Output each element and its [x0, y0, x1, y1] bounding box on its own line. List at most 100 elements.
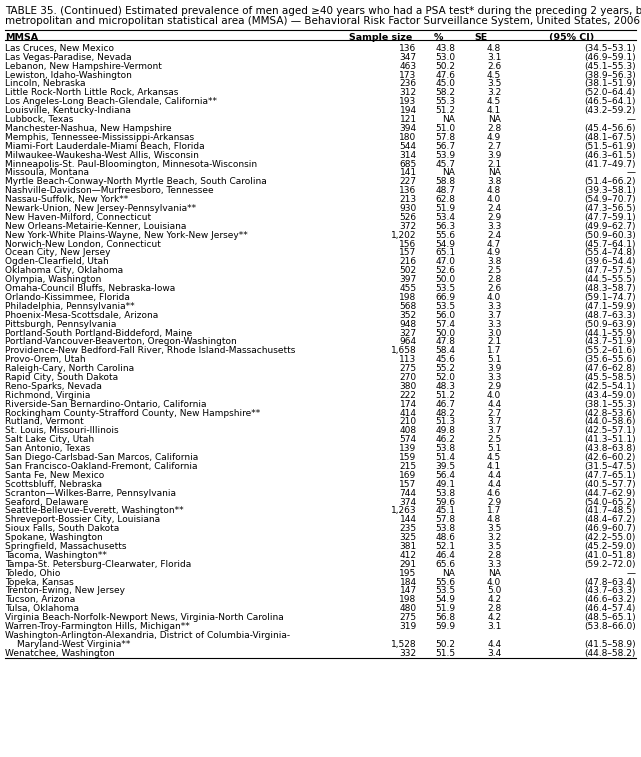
Text: 5.1: 5.1 — [487, 355, 501, 364]
Text: 964: 964 — [399, 338, 417, 347]
Text: Ogden-Clearfield, Utah: Ogden-Clearfield, Utah — [5, 257, 109, 266]
Text: 53.5: 53.5 — [435, 302, 455, 311]
Text: 156: 156 — [399, 239, 417, 248]
Text: 327: 327 — [399, 329, 417, 338]
Text: (39.6–54.4): (39.6–54.4) — [585, 257, 636, 266]
Text: Washington-Arlington-Alexandria, District of Columbia-Virginia-: Washington-Arlington-Alexandria, Distric… — [5, 631, 290, 640]
Text: 380: 380 — [399, 382, 417, 391]
Text: 57.8: 57.8 — [435, 516, 455, 525]
Text: 43.8: 43.8 — [435, 44, 455, 53]
Text: 48.2: 48.2 — [435, 409, 455, 418]
Text: Santa Fe, New Mexico: Santa Fe, New Mexico — [5, 471, 104, 480]
Text: 51.2: 51.2 — [435, 106, 455, 115]
Text: (55.2–61.6): (55.2–61.6) — [584, 347, 636, 355]
Text: 352: 352 — [399, 311, 417, 319]
Text: 49.1: 49.1 — [435, 480, 455, 489]
Text: 3.8: 3.8 — [487, 177, 501, 186]
Text: 139: 139 — [399, 444, 417, 453]
Text: (53.8–66.0): (53.8–66.0) — [584, 622, 636, 631]
Text: 53.9: 53.9 — [435, 151, 455, 160]
Text: (45.4–56.6): (45.4–56.6) — [585, 124, 636, 133]
Text: 397: 397 — [399, 276, 417, 284]
Text: 222: 222 — [400, 391, 417, 400]
Text: Norwich-New London, Connecticut: Norwich-New London, Connecticut — [5, 239, 161, 248]
Text: 136: 136 — [399, 44, 417, 53]
Text: (43.7–51.9): (43.7–51.9) — [584, 338, 636, 347]
Text: 47.8: 47.8 — [435, 338, 455, 347]
Text: (41.7–49.7): (41.7–49.7) — [585, 160, 636, 169]
Text: 291: 291 — [399, 560, 417, 569]
Text: NA: NA — [488, 115, 501, 124]
Text: (51.4–66.2): (51.4–66.2) — [585, 177, 636, 186]
Text: (44.7–62.9): (44.7–62.9) — [585, 489, 636, 497]
Text: Topeka, Kansas: Topeka, Kansas — [5, 578, 74, 587]
Text: 56.4: 56.4 — [435, 471, 455, 480]
Text: Warren-Troy-Farmington Hills, Michigan**: Warren-Troy-Farmington Hills, Michigan** — [5, 622, 190, 631]
Text: 3.3: 3.3 — [487, 373, 501, 382]
Text: Seattle-Bellevue-Everett, Washington**: Seattle-Bellevue-Everett, Washington** — [5, 506, 184, 516]
Text: (39.3–58.1): (39.3–58.1) — [584, 186, 636, 195]
Text: 685: 685 — [399, 160, 417, 169]
Text: 275: 275 — [399, 613, 417, 622]
Text: Phoenix-Mesa-Scottsdale, Arizona: Phoenix-Mesa-Scottsdale, Arizona — [5, 311, 158, 319]
Text: 193: 193 — [399, 97, 417, 106]
Text: 526: 526 — [399, 213, 417, 222]
Text: (43.2–59.2): (43.2–59.2) — [585, 106, 636, 115]
Text: Tulsa, Oklahoma: Tulsa, Oklahoma — [5, 604, 79, 613]
Text: 1,658: 1,658 — [391, 347, 417, 355]
Text: (47.6–62.8): (47.6–62.8) — [585, 364, 636, 373]
Text: 49.8: 49.8 — [435, 426, 455, 435]
Text: —: — — [627, 169, 636, 177]
Text: 215: 215 — [399, 462, 417, 471]
Text: 210: 210 — [399, 418, 417, 426]
Text: —: — — [627, 115, 636, 124]
Text: 47.0: 47.0 — [435, 257, 455, 266]
Text: 3.1: 3.1 — [487, 622, 501, 631]
Text: 51.4: 51.4 — [435, 453, 455, 462]
Text: 53.0: 53.0 — [435, 53, 455, 62]
Text: 4.0: 4.0 — [487, 195, 501, 204]
Text: Trenton-Ewing, New Jersey: Trenton-Ewing, New Jersey — [5, 587, 125, 596]
Text: 5.0: 5.0 — [487, 587, 501, 596]
Text: 4.2: 4.2 — [487, 613, 501, 622]
Text: Manchester-Nashua, New Hampshire: Manchester-Nashua, New Hampshire — [5, 124, 172, 133]
Text: 39.5: 39.5 — [435, 462, 455, 471]
Text: Rockingham County-Strafford County, New Hampshire**: Rockingham County-Strafford County, New … — [5, 409, 260, 418]
Text: 236: 236 — [399, 79, 417, 89]
Text: 3.9: 3.9 — [487, 364, 501, 373]
Text: 45.1: 45.1 — [435, 506, 455, 516]
Text: 463: 463 — [399, 62, 417, 70]
Text: (42.2–55.0): (42.2–55.0) — [585, 533, 636, 542]
Text: 372: 372 — [399, 222, 417, 231]
Text: 3.1: 3.1 — [487, 53, 501, 62]
Text: 1,528: 1,528 — [391, 640, 417, 649]
Text: 235: 235 — [399, 524, 417, 533]
Text: 174: 174 — [399, 400, 417, 409]
Text: 4.0: 4.0 — [487, 293, 501, 302]
Text: Riverside-San Bernardino-Ontario, California: Riverside-San Bernardino-Ontario, Califo… — [5, 400, 206, 409]
Text: 3.5: 3.5 — [487, 524, 501, 533]
Text: (42.5–54.1): (42.5–54.1) — [585, 382, 636, 391]
Text: Nashville-Davidson—Murfreesboro, Tennessee: Nashville-Davidson—Murfreesboro, Tenness… — [5, 186, 213, 195]
Text: 198: 198 — [399, 293, 417, 302]
Text: 2.1: 2.1 — [487, 160, 501, 169]
Text: 4.4: 4.4 — [487, 480, 501, 489]
Text: 56.7: 56.7 — [435, 142, 455, 151]
Text: (40.5–57.7): (40.5–57.7) — [584, 480, 636, 489]
Text: (49.9–62.7): (49.9–62.7) — [585, 222, 636, 231]
Text: 414: 414 — [399, 409, 417, 418]
Text: (47.7–57.5): (47.7–57.5) — [584, 266, 636, 276]
Text: Lewiston, Idaho-Washington: Lewiston, Idaho-Washington — [5, 70, 132, 79]
Text: (44.1–55.9): (44.1–55.9) — [585, 329, 636, 338]
Text: (45.1–55.3): (45.1–55.3) — [584, 62, 636, 70]
Text: 1.7: 1.7 — [487, 506, 501, 516]
Text: 347: 347 — [399, 53, 417, 62]
Text: 4.8: 4.8 — [487, 186, 501, 195]
Text: 1,202: 1,202 — [391, 231, 417, 240]
Text: 48.3: 48.3 — [435, 382, 455, 391]
Text: %: % — [434, 33, 443, 42]
Text: SE: SE — [474, 33, 487, 42]
Text: Little Rock-North Little Rock, Arkansas: Little Rock-North Little Rock, Arkansas — [5, 89, 178, 98]
Text: (95% CI): (95% CI) — [549, 33, 594, 42]
Text: 2.6: 2.6 — [487, 284, 501, 293]
